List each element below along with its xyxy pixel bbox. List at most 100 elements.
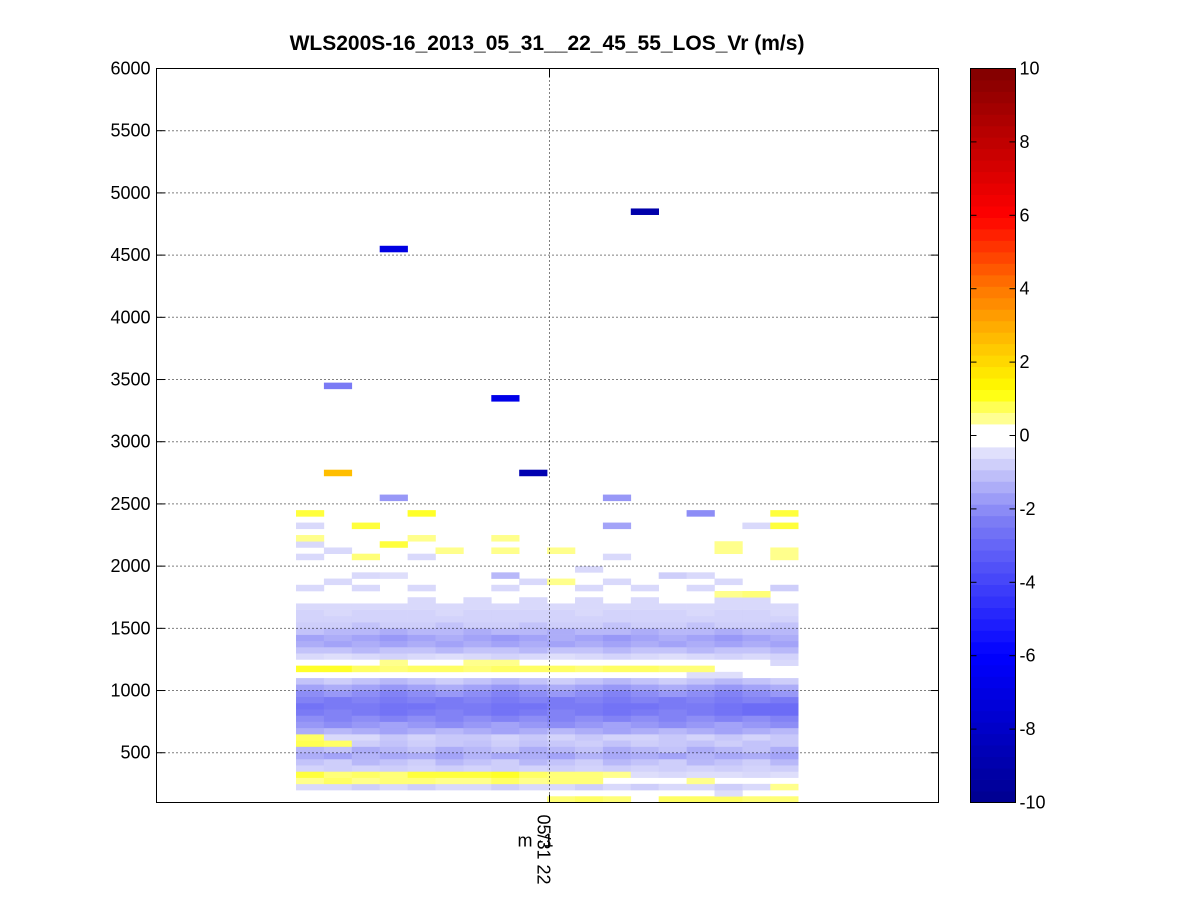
heatmap-cell bbox=[351, 721, 380, 729]
heatmap-cell bbox=[714, 591, 743, 598]
heatmap-cell bbox=[351, 634, 380, 642]
colorbar-segment bbox=[970, 492, 1016, 505]
heatmap-cell bbox=[770, 622, 799, 629]
heatmap-cell bbox=[491, 622, 520, 629]
heatmap-cell bbox=[379, 746, 408, 754]
heatmap-cell bbox=[630, 709, 659, 716]
heatmap-cell bbox=[379, 783, 408, 791]
heatmap-cell bbox=[575, 640, 604, 648]
heatmap-cell bbox=[519, 634, 548, 642]
heatmap-cell bbox=[547, 684, 576, 691]
colorbar-segment bbox=[970, 446, 1016, 459]
heatmap-cell bbox=[323, 603, 353, 610]
heatmap-cell bbox=[630, 696, 659, 704]
heatmap-cell bbox=[686, 510, 715, 517]
heatmap-cell bbox=[323, 628, 353, 635]
heatmap-cell bbox=[575, 653, 604, 660]
colorbar-segment bbox=[970, 515, 1016, 528]
heatmap-cell bbox=[379, 690, 408, 698]
y-tick-label: 1500 bbox=[110, 618, 150, 638]
heatmap-cell bbox=[351, 746, 380, 754]
heatmap-cell bbox=[602, 578, 632, 586]
colorbar-segment bbox=[970, 229, 1016, 241]
heatmap-cell bbox=[323, 665, 353, 673]
heatmap-cell bbox=[323, 721, 353, 729]
heatmap-cell bbox=[296, 665, 325, 673]
heatmap-cell bbox=[351, 684, 380, 691]
heatmap-cell bbox=[296, 584, 325, 592]
heatmap-cell bbox=[547, 796, 576, 803]
heatmap-cell bbox=[491, 640, 520, 648]
heatmap-cell bbox=[658, 622, 687, 629]
heatmap-cell bbox=[575, 702, 604, 710]
heatmap-cell bbox=[630, 622, 659, 629]
heatmap-cell bbox=[630, 634, 659, 642]
heatmap-cell bbox=[686, 696, 715, 704]
heatmap-cell bbox=[686, 721, 715, 729]
heatmap-cell bbox=[658, 796, 687, 803]
colorbar-segment bbox=[970, 435, 1016, 448]
heatmap-cell bbox=[630, 690, 659, 698]
heatmap-cell bbox=[602, 603, 632, 610]
heatmap-cell bbox=[714, 758, 743, 766]
colorbar-segment bbox=[970, 389, 1016, 402]
heatmap-cell bbox=[323, 783, 353, 791]
heatmap-cell bbox=[435, 603, 464, 610]
heatmap-cell bbox=[435, 715, 464, 722]
heatmap-cell bbox=[714, 740, 743, 747]
heatmap-cell bbox=[658, 752, 687, 760]
heatmap-cell bbox=[575, 634, 604, 642]
heatmap-cell bbox=[323, 578, 353, 586]
heatmap-cell bbox=[602, 765, 632, 772]
x-tick-label: 05/31 22 bbox=[534, 815, 554, 885]
colorbar-segment bbox=[970, 125, 1016, 138]
heatmap-cell bbox=[491, 603, 520, 610]
heatmap-cell bbox=[686, 584, 715, 592]
heatmap-cell bbox=[770, 553, 799, 561]
heatmap-cell bbox=[658, 721, 687, 729]
heatmap-cell bbox=[435, 628, 464, 635]
heatmap-cell bbox=[630, 640, 659, 648]
heatmap-cell bbox=[407, 771, 436, 778]
heatmap-cell bbox=[519, 777, 548, 785]
heatmap-cell bbox=[714, 746, 743, 754]
heatmap-cell bbox=[658, 665, 687, 673]
heatmap-cell bbox=[323, 640, 353, 648]
colorbar-segment bbox=[970, 355, 1016, 368]
heatmap-cell bbox=[463, 640, 492, 648]
heatmap-cell bbox=[519, 771, 548, 778]
colorbar-segment bbox=[970, 619, 1016, 631]
heatmap-cell bbox=[547, 646, 576, 654]
y-tick-label: 5500 bbox=[110, 121, 150, 141]
heatmap-cell bbox=[463, 696, 492, 704]
heatmap-cell bbox=[742, 752, 771, 760]
colorbar-segment bbox=[970, 412, 1016, 425]
heatmap-cell bbox=[658, 628, 687, 635]
heatmap-cell bbox=[602, 702, 632, 710]
heatmap-cell bbox=[435, 758, 464, 766]
heatmap-cell bbox=[351, 622, 380, 629]
heatmap-cell bbox=[296, 727, 325, 735]
heatmap-cell bbox=[379, 622, 408, 629]
heatmap-cell bbox=[770, 696, 799, 704]
y-tick-label: 5000 bbox=[110, 183, 150, 203]
heatmap-cell bbox=[435, 740, 464, 747]
heatmap-cell bbox=[742, 646, 771, 654]
heatmap-cell bbox=[463, 783, 492, 791]
colorbar-segment bbox=[970, 378, 1016, 391]
heatmap-cell bbox=[296, 746, 325, 754]
heatmap-cell bbox=[407, 597, 436, 604]
heatmap-cell bbox=[602, 727, 632, 735]
heatmap-cell bbox=[463, 597, 492, 604]
heatmap-cell bbox=[491, 395, 520, 402]
heatmap-cell bbox=[323, 653, 353, 660]
heatmap-cell bbox=[714, 690, 743, 698]
heatmap-cell bbox=[407, 783, 436, 791]
colorbar-segment bbox=[970, 653, 1016, 666]
heatmap-cell bbox=[463, 628, 492, 635]
heatmap-cell bbox=[686, 727, 715, 735]
colorbar-segment bbox=[970, 68, 1016, 81]
heatmap-cell bbox=[714, 790, 743, 797]
heatmap-cell bbox=[575, 684, 604, 691]
heatmap-cell bbox=[547, 702, 576, 710]
